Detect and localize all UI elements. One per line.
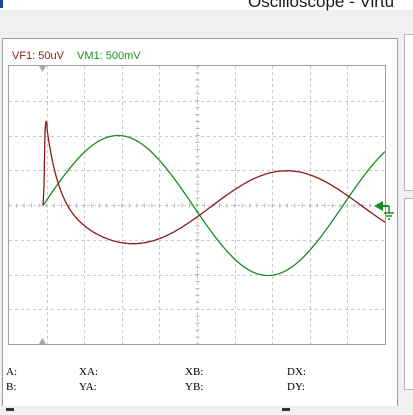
channel-label-vf1: VF1: 50uV (12, 50, 64, 62)
scroll-marker-icon (6, 408, 14, 411)
ground-arrow-icon[interactable] (374, 198, 396, 222)
readout-ya: YA: (79, 381, 97, 393)
scope-graph (9, 66, 385, 344)
trace-vf1 (42, 120, 385, 245)
readout-dx: DX: (287, 366, 306, 378)
window-titlebar: Oscilloscope - Virtu (0, 0, 413, 11)
readout-dy: DY: (287, 381, 305, 393)
side-panel-upper[interactable] (404, 34, 413, 191)
readout-yb: YB: (185, 381, 204, 393)
readout-xb: XB: (185, 366, 204, 378)
center-axis-layer (9, 66, 385, 344)
window-title: Oscilloscope - Virtu (248, 0, 395, 11)
channel-label-vm1: VM1: 500mV (77, 50, 141, 62)
triangle-marker-icon (39, 338, 46, 344)
triangle-marker-icon (39, 66, 46, 72)
trace-vm1 (42, 134, 385, 277)
side-panel-lower[interactable] (404, 198, 413, 390)
window-corner-accent (0, 0, 3, 8)
readout-xa: XA: (79, 366, 98, 378)
scope-plot-area[interactable] (8, 65, 386, 345)
readout-b: B: (6, 381, 17, 393)
channel-labels: VF1: 50uV VM1: 500mV (12, 50, 141, 62)
bottom-strip (0, 406, 413, 415)
cursor-readouts: A: B: XA: YA: XB: YB: DX: DY: (0, 366, 400, 400)
readout-a: A: (6, 366, 17, 378)
scroll-marker-icon (282, 408, 290, 411)
